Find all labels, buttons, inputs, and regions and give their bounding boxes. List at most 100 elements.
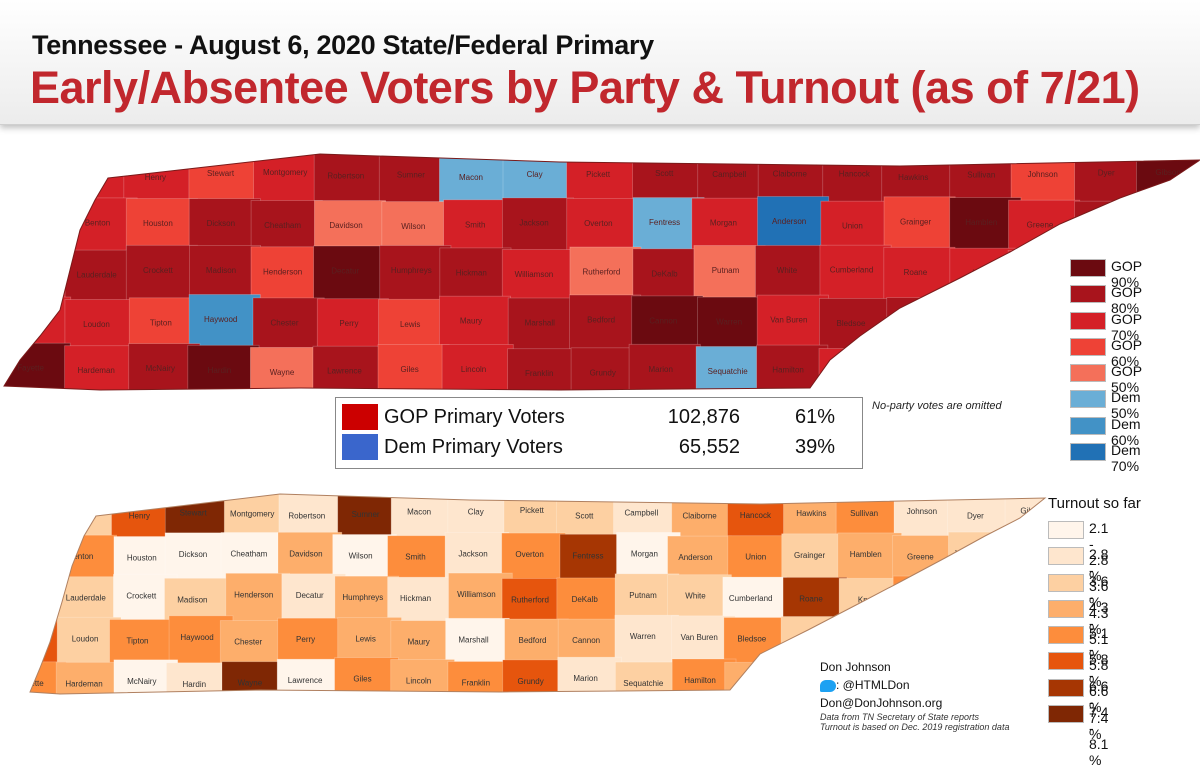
county-label: Union bbox=[745, 553, 766, 562]
county-label: Humphreys bbox=[391, 266, 432, 275]
county-label: Jefferson bbox=[1023, 271, 1056, 280]
county-label: Blount bbox=[20, 318, 43, 327]
county-label: Hamilton bbox=[684, 676, 716, 685]
turnout-legend-swatch bbox=[1048, 705, 1084, 723]
county-label: Obion bbox=[15, 508, 36, 517]
turnout-legend-swatch bbox=[1048, 679, 1084, 697]
county-label: Henderson bbox=[234, 590, 273, 599]
county-label: Marshall bbox=[458, 635, 488, 644]
county-label: Grundy bbox=[517, 677, 543, 686]
county-label: Morgan bbox=[710, 219, 737, 228]
county-label: Humphreys bbox=[342, 593, 383, 602]
county-shape bbox=[1139, 197, 1200, 254]
county-label: Madison bbox=[206, 266, 236, 275]
county-shape bbox=[840, 616, 904, 666]
county-shape bbox=[949, 295, 1020, 352]
county-label: Macon bbox=[407, 508, 431, 517]
county-label: Johnson bbox=[907, 507, 937, 516]
county-label: Anderson bbox=[678, 553, 712, 562]
county-label: Tipton bbox=[150, 318, 172, 327]
county-label: Robertson bbox=[288, 511, 325, 520]
county-label: Blount bbox=[14, 636, 37, 645]
county-label: Obion bbox=[21, 171, 42, 180]
county-label: Sequatchie bbox=[623, 679, 664, 688]
county-label: Hawkins bbox=[898, 173, 928, 182]
county-label: Grundy bbox=[590, 368, 616, 377]
county-label: Moore bbox=[1034, 367, 1057, 376]
county-label: Cheatham bbox=[264, 221, 301, 230]
county-label: Houston bbox=[127, 554, 157, 563]
county-shape bbox=[819, 349, 890, 396]
county-label: Franklin bbox=[462, 679, 490, 688]
county-label: Montgomery bbox=[263, 168, 307, 177]
county-label: Lawrence bbox=[288, 676, 323, 685]
county-label: Marion bbox=[648, 365, 672, 374]
county-label: Rhea bbox=[799, 634, 819, 643]
county-label: Cumberland bbox=[729, 594, 773, 603]
county-shape bbox=[893, 576, 957, 626]
dem-count: 65,552 bbox=[600, 436, 740, 459]
county-label: Roane bbox=[799, 594, 823, 603]
county-label: Carter bbox=[1019, 548, 1042, 557]
county-label: Carroll bbox=[14, 549, 38, 558]
county-label: McNairy bbox=[127, 677, 156, 686]
county-label: Williamson bbox=[515, 270, 554, 279]
county-label: Shelby bbox=[1155, 317, 1179, 326]
county-shape bbox=[0, 619, 61, 669]
county-label: Williamson bbox=[457, 590, 496, 599]
county-label: McNairy bbox=[146, 364, 175, 373]
county-label: Wilson bbox=[401, 222, 425, 231]
county-label: Davidson bbox=[329, 221, 362, 230]
subtitle: Tennessee - August 6, 2020 State/Federal… bbox=[32, 30, 654, 61]
county-label: Lauderdale bbox=[77, 271, 118, 280]
county-label: Smith bbox=[465, 220, 485, 229]
county-label: Hawkins bbox=[796, 509, 826, 518]
party-legend-swatch bbox=[1070, 259, 1106, 277]
county-label: Lauderdale bbox=[66, 594, 107, 603]
county-label: Morgan bbox=[631, 549, 658, 558]
county-label: Carter bbox=[1159, 218, 1182, 227]
county-shape bbox=[1135, 296, 1200, 353]
county-label: Bedford bbox=[518, 636, 546, 645]
county-label: Franklin bbox=[525, 369, 553, 378]
county-label: Sequatchie bbox=[708, 367, 749, 376]
title: Early/Absentee Voters by Party & Turnout… bbox=[30, 62, 1140, 114]
turnout-legend-swatch bbox=[1048, 574, 1084, 592]
county-label: Coffee bbox=[968, 364, 992, 373]
county-shape bbox=[0, 200, 71, 257]
county-label: Stewart bbox=[180, 509, 208, 518]
county-label: Perry bbox=[339, 319, 358, 328]
no-party-note: No-party votes are omitted bbox=[872, 400, 1002, 412]
county-label: Hancock bbox=[740, 511, 772, 520]
party-legend-swatch bbox=[1070, 285, 1106, 303]
county-label: Washington bbox=[1085, 222, 1127, 231]
county-label: Grainger bbox=[900, 217, 931, 226]
county-label: Crockett bbox=[143, 266, 174, 275]
county-label: Hardeman bbox=[78, 366, 115, 375]
county-label: Greene bbox=[1027, 221, 1054, 230]
party-legend-swatch bbox=[1070, 338, 1106, 356]
county-label: Decatur bbox=[296, 591, 324, 600]
county-label: Polk bbox=[801, 680, 818, 689]
county-label: Johnson bbox=[1028, 170, 1058, 179]
county-label: Hamblen bbox=[850, 550, 882, 559]
county-shape bbox=[1137, 251, 1200, 308]
county-shape bbox=[950, 248, 1021, 305]
county-label: Dyer bbox=[967, 511, 984, 520]
county-label: Claiborne bbox=[773, 170, 808, 179]
county-shape bbox=[887, 298, 958, 355]
county-label: Pickett bbox=[586, 170, 611, 179]
county-label: Sevier bbox=[1157, 271, 1180, 280]
party-legend-swatch bbox=[1070, 443, 1106, 461]
county-label: Grainger bbox=[794, 551, 825, 560]
county-label: Putnam bbox=[629, 591, 657, 600]
county-label: Rutherford bbox=[583, 268, 621, 277]
county-label: Greene bbox=[907, 553, 934, 562]
county-label: Tipton bbox=[127, 637, 149, 646]
county-label: Bledsoe bbox=[837, 319, 866, 328]
county-label: Haywood bbox=[204, 315, 237, 324]
county-shape bbox=[0, 532, 61, 582]
county-label: Dyer bbox=[1098, 168, 1115, 177]
county-label: Cumberland bbox=[830, 266, 874, 275]
summary-gop-row: GOP Primary Voters 102,876 61% bbox=[340, 402, 860, 430]
